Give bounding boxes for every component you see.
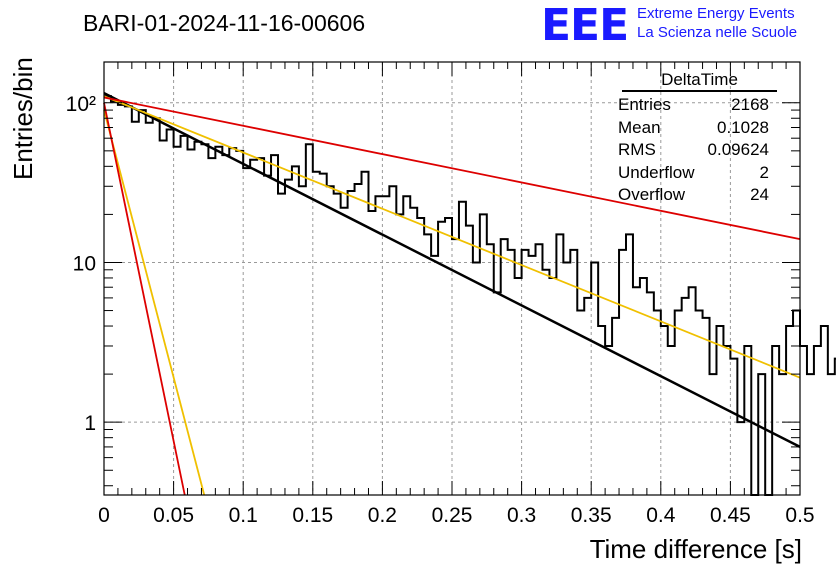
x-tick-label: 0.05 bbox=[153, 504, 194, 527]
y-tick-label: 1 bbox=[84, 412, 96, 435]
stats-label: Entries bbox=[618, 95, 671, 114]
fit-curve bbox=[103, 102, 186, 496]
x-tick-label: 0.35 bbox=[571, 504, 612, 527]
stats-title: DeltaTime bbox=[622, 70, 777, 92]
stats-value: 0.1028 bbox=[717, 117, 769, 137]
stats-row: RMS 0.09624 bbox=[612, 139, 777, 162]
logo-line-2: La Scienza nelle Scuole bbox=[637, 24, 798, 41]
stats-label: RMS bbox=[618, 140, 656, 159]
plot-title: BARI-01-2024-11-16-00606 bbox=[83, 10, 366, 36]
x-tick-label: 0.25 bbox=[432, 504, 473, 527]
stats-row: Underflow 2 bbox=[612, 162, 777, 185]
x-tick-label: 0.2 bbox=[368, 504, 397, 527]
histogram bbox=[104, 95, 836, 496]
x-tick-label: 0 bbox=[98, 504, 110, 527]
x-tick-label: 0.45 bbox=[710, 504, 751, 527]
y-tick-label: 10 bbox=[73, 252, 96, 275]
stats-row: Overflow 24 bbox=[612, 184, 777, 207]
logo-line-1: Extreme Energy Events bbox=[637, 5, 795, 22]
y-axis-label: Entries/bin bbox=[8, 57, 38, 180]
stats-value: 2168 bbox=[731, 95, 769, 114]
fit-curve bbox=[103, 91, 801, 449]
eee-logo: EEE bbox=[541, 0, 629, 51]
stats-label: Mean bbox=[618, 117, 661, 137]
x-tick-label: 0.3 bbox=[507, 504, 536, 527]
stats-value: 2 bbox=[759, 162, 769, 182]
logo-caption: Extreme Energy Events La Scienza nelle S… bbox=[637, 4, 797, 42]
histogram-outline bbox=[104, 95, 836, 496]
fit-curves bbox=[103, 91, 801, 496]
x-tick-label: 0.1 bbox=[229, 504, 258, 527]
stats-box: DeltaTime Entries 2168 Mean 0.1028 RMS 0.09… bbox=[612, 70, 777, 207]
x-tick-label: 0.15 bbox=[292, 504, 333, 527]
stats-row: Mean 0.1028 bbox=[612, 117, 777, 140]
x-tick-label: 0.5 bbox=[785, 504, 814, 527]
stats-value: 0.09624 bbox=[707, 140, 769, 159]
axes bbox=[103, 61, 801, 496]
fit-curve bbox=[103, 109, 206, 496]
stats-label: Overflow bbox=[618, 185, 686, 204]
tick-labels: 0 0.05 0.1 0.15 0.2 0.25 0.3 0.35 0.4 0.45 0.5 1 10 1… bbox=[66, 93, 815, 527]
stats-value: 24 bbox=[750, 185, 769, 204]
stats-label: Underflow bbox=[618, 162, 695, 182]
x-axis-label: Time difference [s] bbox=[590, 534, 802, 564]
y-tick-label: 10² bbox=[66, 93, 96, 116]
stats-row: Entries 2168 bbox=[612, 94, 777, 117]
fit-curve bbox=[103, 96, 801, 241]
fit-curve bbox=[103, 95, 801, 379]
x-tick-label: 0.4 bbox=[646, 504, 676, 527]
